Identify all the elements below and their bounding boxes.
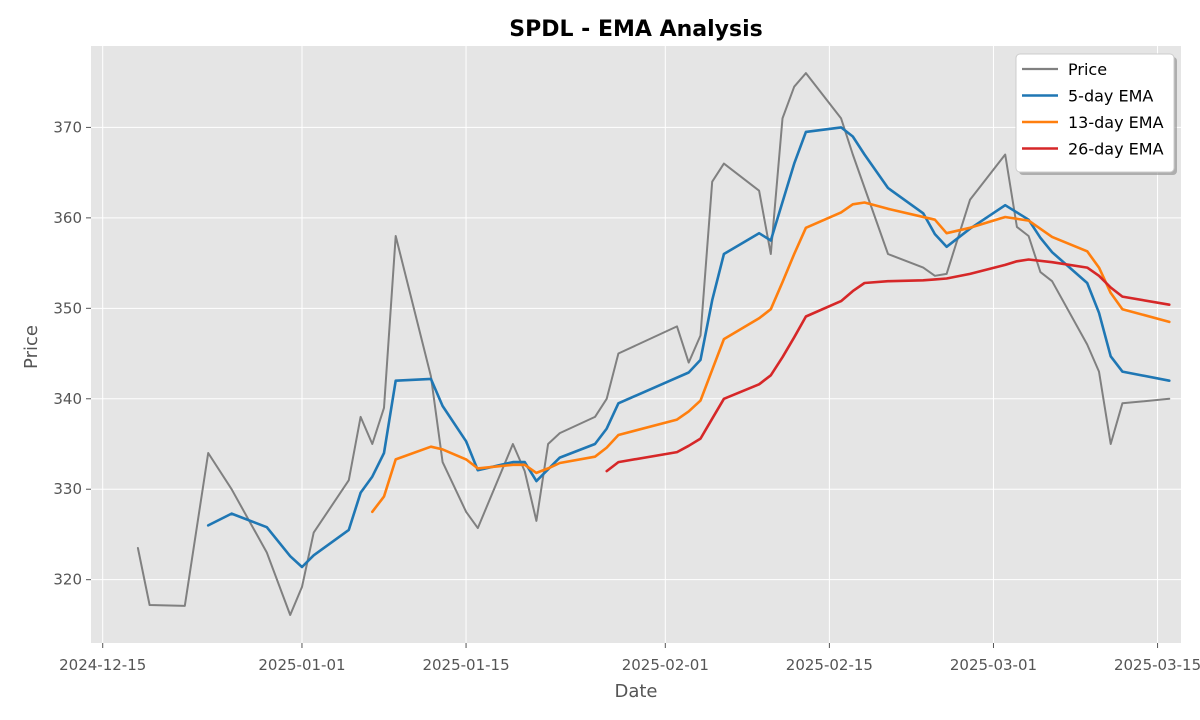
axis-ticks: 2024-12-15 2025-01-01 2025-01-15 2025-02-01… [53, 118, 1200, 674]
series-lines [136, 72, 1171, 616]
legend-label: 26-day EMA [1068, 140, 1164, 159]
chart-title: SPDL - EMA Analysis [509, 17, 762, 42]
x-tick-label: 2025-02-01 [622, 656, 709, 674]
x-tick-label: 2025-01-15 [422, 656, 509, 674]
legend-label: Price [1068, 60, 1107, 79]
x-tick-label: 2024-12-15 [59, 656, 146, 674]
legend-label: 5-day EMA [1068, 87, 1153, 106]
series-line-price [136, 72, 1171, 616]
series-line-26-day-ema [605, 258, 1171, 473]
grid-lines [91, 46, 1181, 643]
y-tick-label: 370 [53, 118, 82, 136]
y-tick-label: 360 [53, 209, 82, 227]
series-line-13-day-ema [370, 201, 1171, 514]
x-tick-label: 2025-01-01 [258, 656, 345, 674]
x-tick-label: 2025-02-15 [786, 656, 873, 674]
x-tick-label: 2025-03-01 [950, 656, 1037, 674]
legend-label: 13-day EMA [1068, 113, 1164, 132]
y-tick-label: 350 [53, 299, 82, 317]
y-tick-label: 330 [53, 480, 82, 498]
y-axis-label: Price [21, 325, 42, 369]
legend: Price 5-day EMA 13-day EMA 26-day EMA [1015, 53, 1177, 175]
y-tick-label: 320 [53, 571, 82, 589]
series-line-5-day-ema [206, 126, 1171, 569]
x-axis-label: Date [614, 681, 657, 702]
x-tick-label: 2025-03-15 [1114, 656, 1200, 674]
y-tick-label: 340 [53, 390, 82, 408]
legend-box [1015, 53, 1175, 173]
